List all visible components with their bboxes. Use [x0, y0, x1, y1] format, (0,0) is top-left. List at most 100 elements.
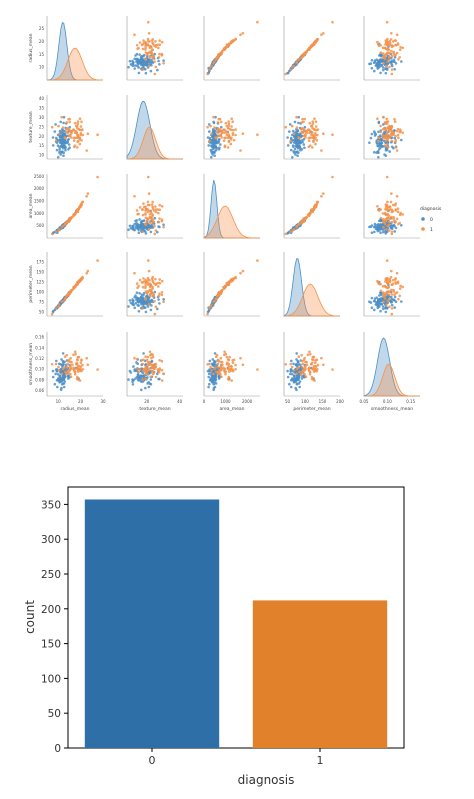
scatter-point-class-0 [207, 309, 210, 313]
y-tick-label-area_mean: 2000 [34, 186, 45, 191]
scatter-point-class-0 [295, 358, 298, 361]
scatter-point-class-1 [148, 293, 152, 296]
scatter-point-class-0 [61, 136, 64, 140]
scatter-point-class-1 [157, 46, 160, 50]
scatter-point-class-1 [379, 124, 382, 128]
scatter-point-class-1 [146, 210, 150, 214]
scatter-point-class-1 [315, 358, 319, 362]
scatter-point-class-1 [217, 134, 220, 138]
scatter-point-class-0 [297, 140, 301, 143]
y-tick-label-texture_mean: 20 [39, 134, 45, 139]
scatter-point-class-1 [145, 220, 149, 223]
scatter-point-class-1 [391, 278, 395, 282]
scatter-point-class-1 [301, 131, 305, 134]
scatter-point-class-0 [379, 309, 382, 313]
scatter-point-class-1 [148, 210, 152, 213]
scatter-point-class-1 [398, 221, 402, 225]
scatter-point-class-1 [216, 127, 220, 130]
scatter-point-class-1 [379, 51, 383, 54]
scatter-point-class-0 [286, 369, 289, 373]
scatter-point-class-1 [227, 134, 231, 138]
scatter-point-class-0 [129, 226, 133, 230]
kde-radius_mean-class-1 [47, 47, 103, 81]
scatter-point-class-1 [398, 128, 402, 131]
scatter-point-class-1 [398, 213, 402, 217]
scatter-point-class-1 [219, 291, 222, 294]
scatter-point-class-0 [378, 59, 382, 62]
scatter-point-class-0 [380, 138, 383, 142]
pair-cell-radius_mean-area_mean [203, 16, 260, 81]
scatter-point-class-0 [158, 302, 161, 305]
scatter-point-class-0 [62, 115, 66, 119]
scatter-point-class-1 [86, 132, 90, 135]
scatter-point-class-0 [373, 300, 377, 303]
scatter-point-class-0 [150, 304, 153, 307]
pair-cell-perimeter_mean-texture_mean [126, 252, 183, 317]
scatter-point-class-0 [392, 58, 396, 62]
scatter-point-class-1 [304, 360, 307, 364]
y-tick-label-smoothness_mean: 0.08 [35, 377, 44, 382]
scatter-point-class-1 [227, 280, 231, 283]
scatter-point-class-1 [311, 131, 314, 134]
scatter-point-class-0 [55, 148, 59, 152]
scatter-point-class-0 [62, 144, 66, 148]
scatter-point-class-1 [314, 365, 318, 369]
scatter-point-class-1 [308, 350, 311, 354]
scatter-point-class-0 [375, 58, 379, 61]
scatter-point-class-0 [146, 56, 149, 60]
scatter-point-class-1 [147, 259, 150, 262]
scatter-point-class-0 [142, 53, 146, 57]
scatter-point-class-1 [58, 369, 61, 372]
scatter-point-class-1 [307, 128, 311, 131]
scatter-point-class-0 [213, 352, 217, 355]
scatter-point-class-0 [211, 153, 214, 156]
scatter-point-class-1 [144, 222, 147, 226]
scatter-point-class-1 [74, 352, 77, 356]
scatter-point-class-0 [61, 150, 64, 153]
scatter-point-class-1 [382, 61, 385, 65]
scatter-point-class-0 [132, 61, 135, 64]
scatter-point-class-0 [142, 374, 145, 378]
scatter-point-class-0 [208, 130, 211, 133]
scatter-point-class-1 [312, 358, 315, 362]
scatter-point-class-1 [76, 280, 80, 283]
scatter-point-class-1 [381, 46, 385, 49]
scatter-point-class-1 [73, 370, 77, 373]
scatter-point-class-1 [219, 372, 222, 376]
scatter-point-class-1 [157, 285, 160, 288]
scatter-point-class-1 [224, 370, 228, 373]
scatter-point-class-1 [135, 282, 139, 285]
scatter-point-class-1 [145, 370, 149, 373]
scatter-point-class-1 [69, 375, 73, 379]
scatter-point-class-0 [128, 224, 132, 228]
scatter-point-class-1 [386, 60, 389, 63]
scatter-point-class-0 [297, 115, 301, 119]
scatter-point-class-0 [212, 120, 215, 124]
scatter-point-class-0 [384, 71, 388, 75]
scatter-point-class-0 [289, 369, 293, 373]
scatter-point-class-1 [391, 210, 395, 213]
scatter-point-class-1 [390, 215, 393, 219]
scatter-point-class-1 [226, 131, 229, 134]
scatter-point-class-0 [213, 150, 216, 153]
scatter-point-class-1 [142, 358, 145, 362]
scatter-point-class-1 [220, 375, 223, 379]
scatter-point-class-1 [68, 117, 71, 121]
scatter-point-class-1 [290, 365, 294, 369]
scatter-point-class-1 [220, 367, 223, 371]
scatter-point-class-0 [53, 130, 57, 133]
scatter-point-class-1 [157, 370, 161, 374]
scatter-point-class-0 [55, 369, 59, 373]
scatter-point-class-1 [144, 213, 147, 216]
scatter-point-class-1 [311, 368, 315, 371]
scatter-point-class-1 [145, 43, 149, 46]
scatter-point-class-0 [286, 71, 290, 75]
scatter-point-class-1 [315, 138, 319, 142]
scatter-point-class-0 [213, 374, 217, 377]
scatter-point-class-1 [297, 355, 301, 359]
scatter-point-class-1 [231, 128, 235, 132]
scatter-point-class-1 [216, 131, 220, 134]
scatter-point-class-0 [379, 292, 383, 295]
scatter-point-class-0 [51, 309, 55, 313]
scatter-point-class-1 [76, 368, 80, 371]
